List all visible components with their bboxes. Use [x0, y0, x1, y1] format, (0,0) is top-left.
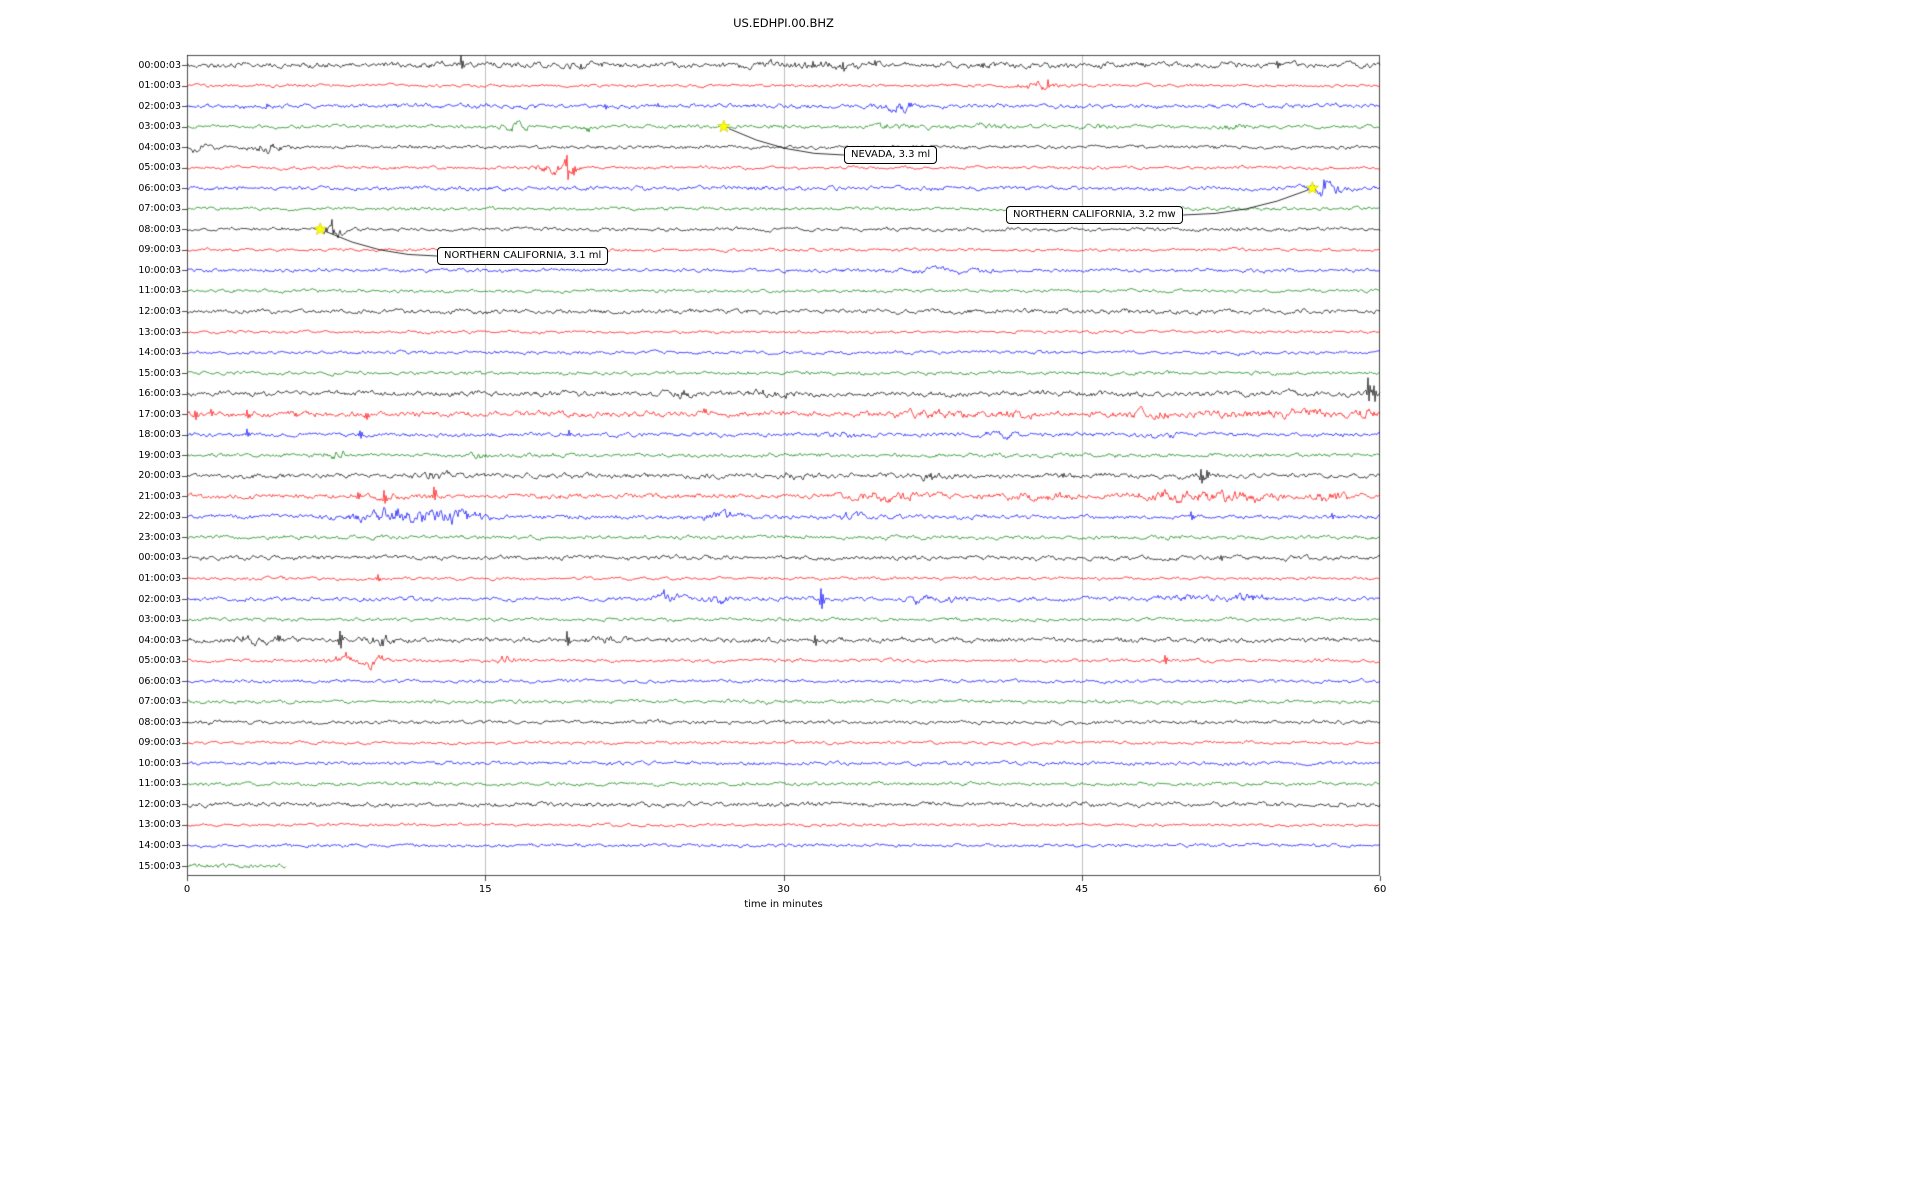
y-axis-tick-label: 06:00:03 — [138, 675, 181, 687]
y-axis-tick-label: 15:00:03 — [138, 860, 181, 872]
plot-title: US.EDHPI.00.BHZ — [733, 16, 834, 30]
y-axis-tick-label: 05:00:03 — [138, 162, 181, 174]
y-axis-tick-label: 02:00:03 — [138, 100, 181, 112]
y-axis-tick-label: 01:00:03 — [138, 80, 181, 92]
x-axis-tick-label: 0 — [183, 884, 191, 895]
y-axis-tick-label: 14:00:03 — [138, 347, 181, 359]
y-axis-tick-label: 12:00:03 — [138, 798, 181, 810]
y-axis-tick-label: 05:00:03 — [138, 655, 181, 667]
x-axis-tick-label: 15 — [478, 884, 492, 895]
y-axis-tick-label: 00:00:03 — [138, 552, 181, 564]
y-axis-tick-label: 13:00:03 — [138, 326, 181, 338]
y-axis-tick-label: 10:00:03 — [138, 264, 181, 276]
y-axis-tick-label: 17:00:03 — [138, 408, 181, 420]
y-axis-tick-label: 20:00:03 — [138, 470, 181, 482]
y-axis-tick-label: 08:00:03 — [138, 223, 181, 235]
event-annotation-box: NORTHERN CALIFORNIA, 3.1 ml — [437, 247, 609, 265]
x-axis-tick-label: 30 — [777, 884, 790, 895]
y-axis-tick-label: 09:00:03 — [138, 244, 181, 256]
x-axis-tick-label: 60 — [1373, 884, 1387, 895]
y-axis-tick-label: 10:00:03 — [138, 757, 181, 769]
y-axis-tick-label: 15:00:03 — [138, 367, 181, 379]
y-axis-tick-label: 19:00:03 — [138, 449, 181, 461]
y-axis-tick-label: 12:00:03 — [138, 305, 181, 317]
y-axis-tick-label: 04:00:03 — [138, 141, 181, 153]
y-axis-tick-label: 14:00:03 — [138, 839, 181, 851]
y-axis-tick-label: 13:00:03 — [138, 819, 181, 831]
y-axis-tick-label: 11:00:03 — [138, 285, 181, 297]
y-axis-tick-label: 16:00:03 — [138, 388, 181, 400]
event-annotation-box: NEVADA, 3.3 ml — [844, 146, 938, 164]
x-axis-tick-label: 45 — [1075, 884, 1089, 895]
y-axis-tick-label: 00:00:03 — [138, 59, 181, 71]
y-axis-tick-label: 01:00:03 — [138, 572, 181, 584]
y-axis-tick-label: 18:00:03 — [138, 429, 181, 441]
y-axis-tick-label: 11:00:03 — [138, 778, 181, 790]
y-axis-tick-label: 02:00:03 — [138, 593, 181, 605]
y-axis-tick-label: 03:00:03 — [138, 121, 181, 133]
x-axis-label: time in minutes — [744, 899, 823, 910]
y-axis-tick-label: 07:00:03 — [138, 203, 181, 215]
y-axis-tick-label: 22:00:03 — [138, 511, 181, 523]
event-annotation-box: NORTHERN CALIFORNIA, 3.2 mw — [1006, 206, 1183, 224]
y-axis-tick-label: 03:00:03 — [138, 614, 181, 626]
y-axis-tick-label: 06:00:03 — [138, 182, 181, 194]
y-axis-tick-label: 08:00:03 — [138, 716, 181, 728]
y-axis-tick-label: 04:00:03 — [138, 634, 181, 646]
y-axis-tick-label: 09:00:03 — [138, 737, 181, 749]
y-axis-tick-label: 23:00:03 — [138, 531, 181, 543]
y-axis-tick-label: 21:00:03 — [138, 490, 181, 502]
y-axis-tick-label: 07:00:03 — [138, 696, 181, 708]
